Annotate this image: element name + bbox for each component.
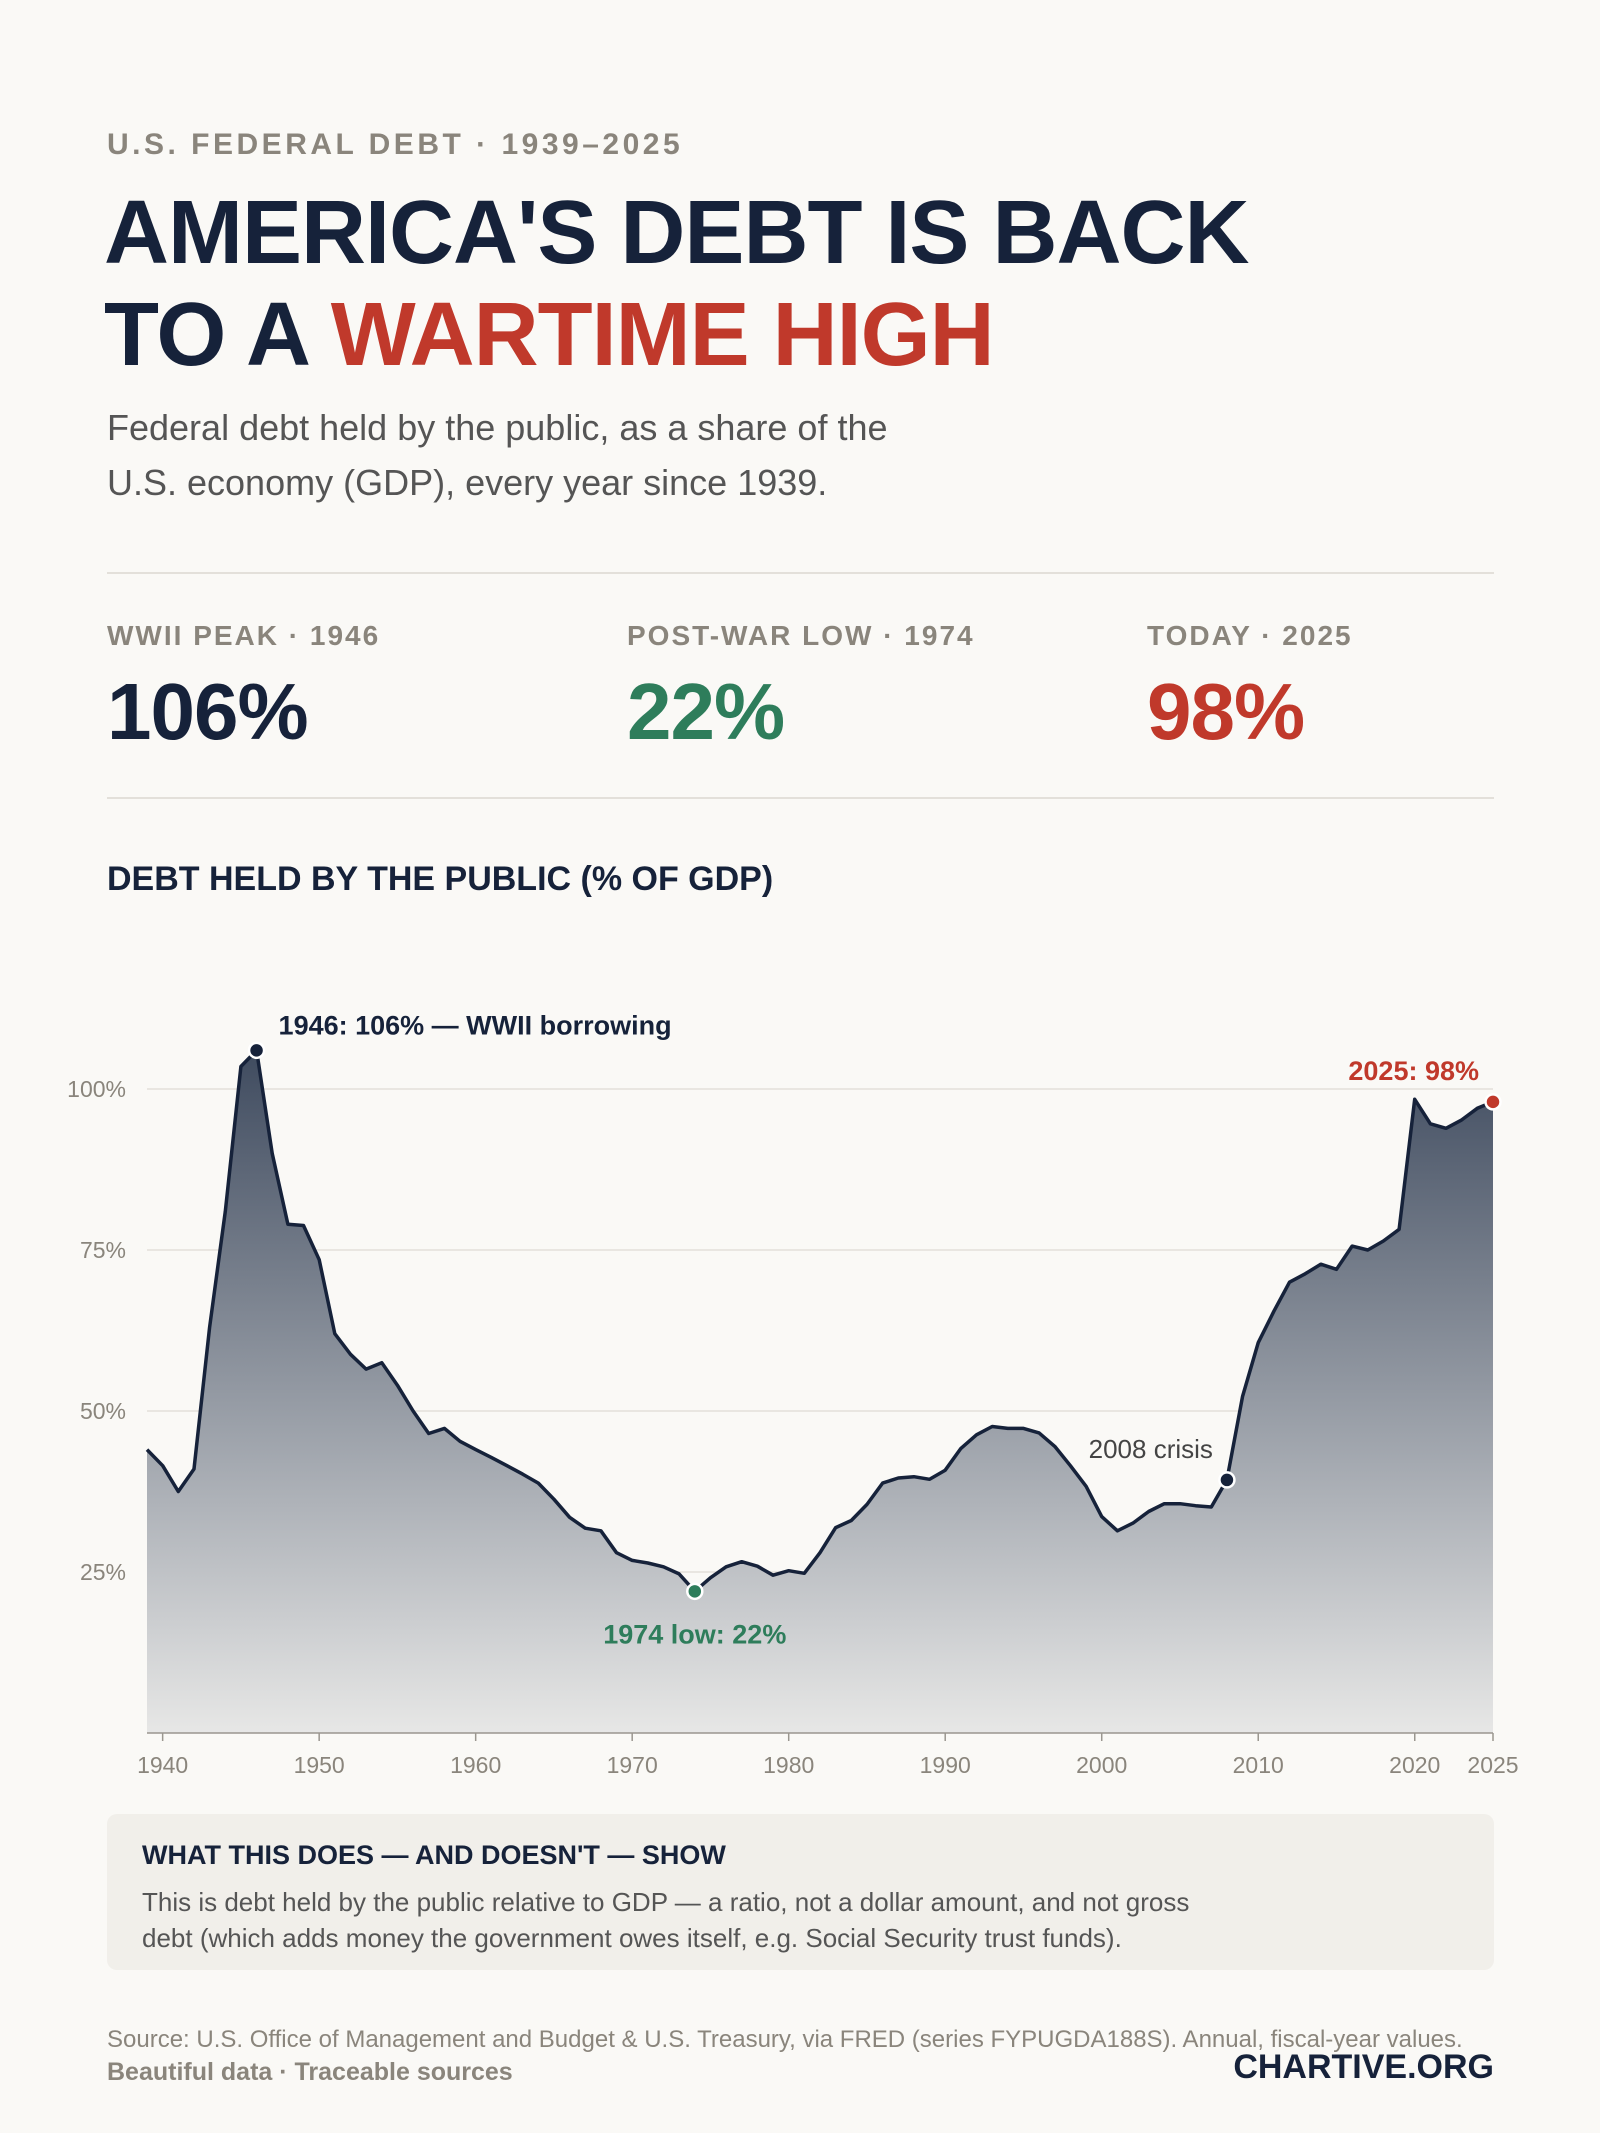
x-tick-label: 1950 [294,1752,345,1778]
annotation-label: 2008 crisis [1089,1434,1213,1464]
stat-label: TODAY · 2025 [1147,620,1353,651]
stat-label: WWII PEAK · 1946 [107,620,381,651]
headline-line2-prefix: TO A [104,285,331,385]
annotation-marker [1218,1471,1236,1489]
annotation-label: 1946: 106% — WWII borrowing [279,1010,672,1040]
annotation-marker [1484,1093,1502,1111]
note-body: This is debt held by the public relative… [142,1884,1442,1956]
area-fill [147,1050,1493,1733]
x-tick-label: 1990 [920,1752,971,1778]
x-tick-label: 1940 [137,1752,188,1778]
headline: AMERICA'S DEBT IS BACK TO A WARTIME HIGH [104,182,1249,386]
annotation-label: 1974 low: 22% [603,1619,786,1649]
note-body-line2: debt (which adds money the government ow… [142,1923,1122,1953]
subtitle: Federal debt held by the public, as a sh… [107,400,1107,510]
headline-line1: AMERICA'S DEBT IS BACK [104,183,1249,283]
stat-label: POST-WAR LOW · 1974 [627,620,975,651]
brand-logo[interactable]: CHARTIVE.ORG [1233,2048,1494,2086]
y-tick-label: 100% [67,1076,126,1102]
annotation-label: 2025: 98% [1348,1056,1479,1086]
source-note: Source: U.S. Office of Management and Bu… [107,2026,1463,2053]
stat-value: 98% [1147,667,1305,756]
debt-area-chart: 25% 50% 75% 100% 1940 1950 1960 1970 1980 1990 200… [67,1010,1518,1778]
x-tick-label: 2000 [1076,1752,1127,1778]
x-tick-label: 1960 [450,1752,501,1778]
annotation-marker [686,1582,704,1601]
subtitle-line2: U.S. economy (GDP), every year since 193… [107,462,828,503]
annotation-marker [247,1041,266,1060]
x-tick-label: 2010 [1233,1752,1284,1778]
y-tick-label: 75% [80,1237,126,1263]
x-tick-label: 2025 [1467,1752,1518,1778]
stat-value: 22% [627,667,785,756]
divider-top [107,572,1494,574]
note-title: WHAT THIS DOES — AND DOESN'T — SHOW [142,1840,726,1870]
stat-today: TODAY · 2025 98% [1147,620,1353,758]
headline-accent: WARTIME HIGH [330,285,995,385]
x-tick-label: 2020 [1389,1752,1440,1778]
series-line [145,1048,1494,1594]
y-tick-label: 50% [80,1398,126,1424]
chart-heading: DEBT HELD BY THE PUBLIC (% OF GDP) [107,860,774,898]
subtitle-line1: Federal debt held by the public, as a sh… [107,407,888,448]
stat-post-war-low: POST-WAR LOW · 1974 22% [627,620,975,758]
note-box: WHAT THIS DOES — AND DOESN'T — SHOW This… [107,1814,1494,1970]
note-body-line1: This is debt held by the public relative… [142,1887,1190,1917]
divider-bottom [107,797,1494,799]
tagline: Beautiful data · Traceable sources [107,2058,513,2086]
stat-value: 106% [107,667,309,756]
y-tick-label: 25% [80,1559,126,1585]
stat-wwii-peak: WWII PEAK · 1946 106% [107,620,380,758]
kicker: U.S. FEDERAL DEBT · 1939–2025 [107,128,684,161]
x-tick-label: 1980 [763,1752,814,1778]
x-tick-label: 1970 [607,1752,658,1778]
